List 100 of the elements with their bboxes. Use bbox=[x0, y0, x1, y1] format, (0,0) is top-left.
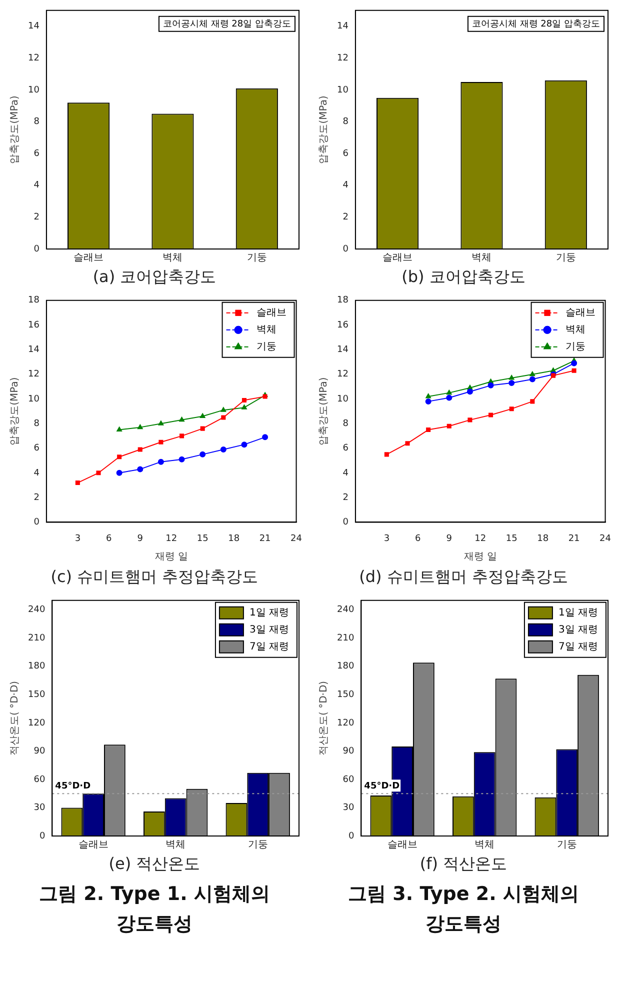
y-tick-label: 210 bbox=[27, 633, 45, 644]
y-tick-label: 4 bbox=[342, 180, 348, 191]
y-tick-label: 14 bbox=[336, 345, 348, 356]
y-tick-label: 0 bbox=[38, 831, 45, 842]
y-tick-label: 6 bbox=[342, 444, 348, 454]
y-tick-label: 8 bbox=[33, 117, 40, 128]
annotation: 코어공시체 재령 28일 압축강도 bbox=[471, 20, 600, 30]
y-tick-label: 0 bbox=[348, 831, 354, 842]
y-tick-label: 0 bbox=[342, 518, 348, 528]
legend-label: 슬래브 bbox=[256, 307, 286, 318]
y-tick-label: 0 bbox=[33, 244, 40, 254]
y-tick-label: 12 bbox=[28, 53, 39, 64]
x-tick-label: 슬래브 bbox=[73, 252, 104, 264]
y-tick-label: 16 bbox=[336, 320, 348, 330]
legend-label: 3일 재령 bbox=[558, 624, 598, 636]
text: (e) 적산온도 bbox=[108, 854, 200, 875]
y-tick-label: 120 bbox=[27, 718, 45, 728]
y-tick-label: 6 bbox=[33, 148, 40, 159]
y-tick-label: 120 bbox=[336, 718, 354, 728]
y-tick-label: 4 bbox=[342, 468, 348, 478]
y-tick-label: 150 bbox=[336, 690, 354, 700]
x-tick-label: 벽체 bbox=[162, 252, 182, 264]
text: (b) 코어압축강도 bbox=[402, 267, 526, 288]
y-tick-label: 0 bbox=[33, 518, 40, 528]
y-tick-label: 150 bbox=[27, 690, 45, 700]
x-tick-label: 벽체 bbox=[165, 840, 186, 851]
y-tick-label: 10 bbox=[28, 394, 40, 404]
y-tick-label: 30 bbox=[342, 803, 354, 814]
y-tick-label: 10 bbox=[336, 394, 348, 404]
y-axis-title: 압축강도(MPa) bbox=[318, 377, 330, 446]
y-axis-title: 압축강도(MPa) bbox=[318, 96, 330, 164]
y-tick-label: 12 bbox=[336, 370, 348, 380]
x-axis-title: 재령 일 bbox=[154, 552, 188, 563]
legend-label: 벽체 bbox=[564, 324, 585, 336]
y-tick-label: 180 bbox=[336, 662, 354, 672]
y-tick-label: 8 bbox=[342, 117, 348, 128]
y-tick-label: 14 bbox=[28, 345, 40, 356]
x-tick-label: 기둥 bbox=[556, 840, 576, 851]
y-tick-label: 240 bbox=[336, 605, 354, 616]
legend-label: 슬래브 bbox=[564, 307, 595, 318]
legend-label: 기둥 bbox=[256, 341, 276, 352]
y-tick-label: 14 bbox=[28, 22, 40, 32]
x-tick-label: 12 bbox=[474, 534, 486, 544]
text: 그림 2. Type 1. 시험체의 강도특성 bbox=[38, 882, 271, 937]
y-tick-label: 12 bbox=[336, 53, 348, 64]
text: (a) 코어압축강도 bbox=[92, 267, 216, 288]
y-axis-title: 압축강도(MPa) bbox=[9, 377, 20, 446]
y-tick-label: 60 bbox=[33, 774, 45, 785]
text: (c) 슈미트햄머 추정압축강도 bbox=[50, 567, 258, 588]
y-axis-title: 압축강도(MPa) bbox=[9, 96, 20, 164]
annotation: 코어공시체 재령 28일 압축강도 bbox=[162, 20, 291, 30]
x-tick-label: 18 bbox=[536, 534, 548, 544]
x-tick-label: 21 bbox=[568, 534, 580, 544]
legend-label: 기둥 bbox=[564, 341, 585, 352]
y-axis-title: 적산온도( °D·D) bbox=[9, 680, 20, 756]
ref-line-label: 45°D·D bbox=[364, 781, 400, 792]
y-axis-title: 적산온도( °D·D) bbox=[318, 680, 330, 756]
x-tick-label: 기둥 bbox=[246, 252, 266, 264]
x-tick-label: 슬래브 bbox=[78, 840, 108, 851]
x-tick-label: 24 bbox=[290, 534, 302, 544]
x-tick-label: 벽체 bbox=[471, 252, 492, 264]
x-tick-label: 9 bbox=[136, 534, 143, 544]
y-tick-label: 10 bbox=[336, 85, 348, 96]
y-tick-label: 180 bbox=[27, 662, 45, 672]
legend-label: 벽체 bbox=[256, 324, 276, 336]
legend-label: 7일 재령 bbox=[248, 641, 289, 652]
x-axis-title: 재령 일 bbox=[463, 552, 496, 563]
y-tick-label: 10 bbox=[28, 85, 40, 96]
x-tick-label: 24 bbox=[599, 534, 611, 544]
y-tick-label: 240 bbox=[27, 605, 45, 616]
y-tick-label: 30 bbox=[33, 803, 45, 814]
y-tick-label: 4 bbox=[33, 180, 40, 191]
x-tick-label: 슬래브 bbox=[386, 840, 417, 851]
y-tick-label: 210 bbox=[336, 633, 354, 644]
legend-label: 3일 재령 bbox=[248, 624, 289, 636]
y-tick-label: 2 bbox=[33, 212, 39, 223]
x-tick-label: 벽체 bbox=[474, 840, 494, 851]
text: 그림 3. Type 2. 시험체의 강도특성 bbox=[347, 882, 580, 937]
x-tick-label: 기둥 bbox=[247, 840, 268, 851]
legend-label: 7일 재령 bbox=[558, 641, 598, 652]
y-tick-label: 2 bbox=[342, 212, 348, 223]
y-tick-label: 6 bbox=[342, 148, 348, 159]
y-tick-label: 12 bbox=[28, 370, 39, 380]
x-tick-label: 6 bbox=[106, 534, 112, 544]
x-tick-label: 기둥 bbox=[555, 252, 576, 264]
y-tick-label: 8 bbox=[33, 418, 40, 429]
y-tick-label: 18 bbox=[336, 296, 348, 306]
y-tick-label: 18 bbox=[28, 296, 40, 306]
x-tick-label: 15 bbox=[196, 534, 208, 544]
x-tick-label: 슬래브 bbox=[382, 252, 412, 264]
y-tick-label: 14 bbox=[336, 22, 348, 32]
ref-line-label: 45°D·D bbox=[54, 781, 90, 792]
y-tick-label: 0 bbox=[342, 244, 348, 254]
y-tick-label: 16 bbox=[28, 320, 40, 330]
x-tick-label: 3 bbox=[383, 534, 390, 544]
y-tick-label: 8 bbox=[342, 418, 348, 429]
legend-label: 1일 재령 bbox=[248, 607, 289, 618]
x-tick-label: 18 bbox=[228, 534, 240, 544]
y-tick-label: 6 bbox=[33, 444, 40, 454]
y-tick-label: 90 bbox=[342, 746, 354, 757]
